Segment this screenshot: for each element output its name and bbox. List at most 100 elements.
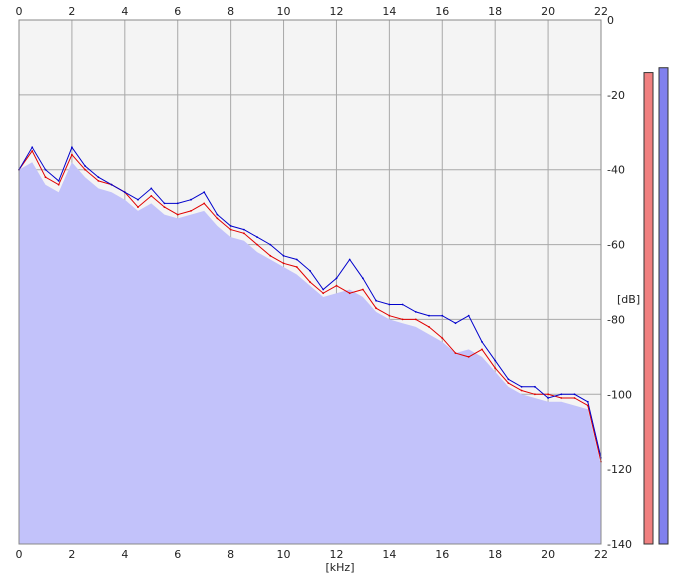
red-series-point: [375, 307, 377, 310]
blue-series-point: [494, 359, 497, 362]
red-series-point: [97, 180, 100, 182]
red-series-point: [481, 348, 483, 351]
red-series-point: [335, 284, 338, 287]
blue-series-point: [467, 314, 470, 317]
blue-series-point: [348, 258, 351, 261]
blue-series-point: [573, 393, 576, 396]
blue-series-point: [31, 146, 34, 149]
blue-series-point: [123, 191, 126, 194]
red-series-point: [547, 393, 549, 396]
x-tick-label-bottom: 20: [541, 548, 555, 561]
left-level-meter: [643, 72, 654, 545]
right-level-meter: [658, 67, 669, 545]
red-series-point: [84, 168, 86, 171]
x-tick-label-bottom: 18: [488, 548, 502, 561]
red-series-point: [494, 367, 497, 369]
red-series-point: [31, 150, 34, 152]
x-tick-label-top: 16: [435, 5, 449, 18]
red-series-point: [137, 206, 139, 209]
x-tick-label-bottom: 0: [16, 548, 23, 561]
blue-series-point: [507, 378, 510, 381]
y-tick-label: 0: [607, 14, 614, 27]
blue-series-point: [560, 393, 563, 396]
y-tick-label: -100: [607, 388, 632, 401]
y-tick-label: -60: [607, 239, 625, 252]
y-tick-label: -80: [607, 313, 625, 326]
blue-series-point: [520, 385, 523, 388]
red-series-point: [282, 262, 285, 265]
x-tick-label-top: 2: [68, 5, 75, 18]
red-series-point: [295, 266, 298, 268]
blue-series-point: [481, 341, 483, 343]
spectrum-fill-area: [19, 162, 601, 544]
x-tick-label-bottom: 10: [277, 548, 291, 561]
x-tick-label-top: 12: [329, 5, 343, 18]
x-tick-label-bottom: 12: [329, 548, 343, 561]
level-meters: [643, 67, 669, 545]
x-tick-label-bottom: 6: [174, 548, 181, 561]
x-tick-label-bottom: 16: [435, 548, 449, 561]
data-points: [18, 146, 602, 463]
y-tick-label: -120: [607, 463, 632, 476]
blue-series-point: [150, 187, 153, 190]
x-tick-label-top: 20: [541, 5, 555, 18]
x-tick-label-top: 22: [594, 5, 608, 18]
y-tick-label: -20: [607, 89, 625, 102]
red-series-point: [520, 389, 523, 392]
red-series-point: [150, 195, 153, 197]
x-tick-label-bottom: 2: [68, 548, 75, 561]
x-tick-label-bottom: 22: [594, 548, 608, 561]
blue-series-point: [163, 202, 166, 205]
red-series-point: [269, 254, 272, 257]
red-series-point: [534, 393, 536, 396]
red-series-point: [243, 232, 245, 235]
red-series-point: [203, 202, 206, 205]
red-series-point: [507, 382, 510, 384]
blue-series-point: [586, 400, 589, 403]
blue-series-point: [322, 288, 325, 291]
x-tick-label-top: 10: [277, 5, 291, 18]
blue-series-point: [203, 191, 206, 194]
blue-series-point: [534, 385, 536, 388]
x-tick-label-top: 6: [174, 5, 181, 18]
red-series-point: [348, 292, 351, 295]
red-series-point: [44, 176, 47, 179]
red-series-point: [441, 337, 444, 339]
x-tick-label-bottom: 8: [227, 548, 234, 561]
red-series-point: [401, 318, 404, 321]
blue-series-point: [375, 299, 377, 302]
x-tick-label-top: 18: [488, 5, 502, 18]
blue-series-point: [243, 228, 245, 231]
blue-series-point: [414, 311, 417, 313]
blue-series-point: [335, 277, 338, 280]
blue-series-point: [216, 213, 219, 216]
x-tick-label-top: 0: [16, 5, 23, 18]
y-tick-label: -140: [607, 538, 632, 551]
blue-series-point: [71, 146, 73, 149]
blue-series-point: [401, 303, 404, 306]
red-series-point: [71, 153, 73, 156]
blue-series-point: [57, 180, 60, 182]
red-series-point: [560, 397, 563, 399]
red-series-point: [454, 352, 457, 354]
red-series-point: [163, 206, 166, 209]
blue-series-point: [309, 269, 311, 272]
blue-series-point: [428, 314, 430, 317]
red-series-point: [256, 243, 258, 246]
y-axis-label: [dB]: [617, 293, 640, 306]
red-series-point: [414, 318, 417, 321]
blue-series-point: [229, 225, 232, 227]
blue-series-point: [547, 397, 549, 399]
x-tick-label-top: 4: [121, 5, 128, 18]
red-series-point: [388, 314, 391, 317]
y-tick-label: -40: [607, 164, 625, 177]
blue-series-point: [269, 243, 272, 246]
x-tick-label-bottom: 14: [382, 548, 396, 561]
red-series-point: [57, 183, 60, 186]
red-series-point: [586, 404, 589, 407]
red-series-point: [309, 281, 311, 283]
blue-series-point: [362, 277, 364, 280]
plot-area-frame: [18, 19, 602, 545]
blue-series-point: [84, 165, 86, 167]
